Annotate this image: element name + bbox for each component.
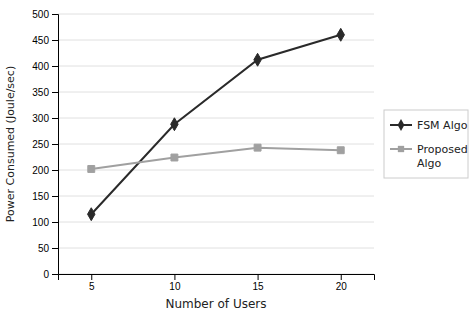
point bbox=[254, 53, 261, 66]
tick-mark bbox=[52, 274, 58, 275]
x-axis: 5 10 15 20 bbox=[59, 274, 375, 292]
y-axis: 0 50 100 150 200 250 300 350 400 450 500 bbox=[32, 9, 58, 280]
series-line bbox=[91, 148, 340, 169]
point bbox=[337, 28, 344, 41]
grid-line bbox=[58, 222, 374, 223]
point bbox=[254, 144, 261, 151]
tick: 20 bbox=[336, 274, 348, 292]
tick-mark bbox=[52, 222, 58, 223]
grid-line bbox=[58, 170, 374, 171]
tick-label: 100 bbox=[32, 217, 49, 228]
tick: 100 bbox=[32, 217, 58, 228]
legend: FSM Algo ProposedAlgo bbox=[384, 110, 468, 178]
tick-label: 250 bbox=[32, 139, 49, 150]
tick-label: 350 bbox=[32, 87, 49, 98]
chart: 5101520050100150200250300350400450500Num… bbox=[0, 0, 474, 316]
tick-label: 400 bbox=[32, 61, 49, 72]
tick-mark bbox=[52, 196, 58, 197]
point bbox=[171, 154, 178, 161]
tick-label: 10 bbox=[169, 281, 181, 292]
plot: 5101520050100150200250300350400450500 bbox=[32, 9, 374, 292]
tick-mark bbox=[52, 92, 58, 93]
legend-label: FSM Algo bbox=[417, 119, 468, 132]
marks bbox=[88, 28, 345, 220]
tick: 450 bbox=[32, 35, 58, 46]
tick-mark bbox=[341, 274, 342, 280]
legend-item: FSM Algo bbox=[390, 119, 468, 132]
tick-label: 0 bbox=[43, 269, 49, 280]
series-line bbox=[91, 35, 340, 214]
tick: 250 bbox=[32, 139, 58, 150]
legend-marker bbox=[398, 119, 405, 131]
tick-label: 150 bbox=[32, 191, 49, 202]
tick-mark bbox=[52, 66, 58, 67]
grid-line bbox=[58, 118, 374, 119]
tick: 200 bbox=[32, 165, 58, 176]
tick: 500 bbox=[32, 9, 58, 20]
point bbox=[88, 208, 95, 221]
tick: 400 bbox=[32, 61, 58, 72]
tick-mark bbox=[52, 170, 58, 171]
x-axis-title: Number of Users bbox=[165, 297, 266, 311]
grid bbox=[58, 14, 374, 274]
tick-label: 500 bbox=[32, 9, 49, 20]
tick: 0 bbox=[43, 269, 58, 280]
tick: 350 bbox=[32, 87, 58, 98]
legend-marker bbox=[398, 146, 404, 152]
tick: 15 bbox=[253, 274, 265, 292]
point bbox=[337, 147, 344, 154]
grid-line bbox=[58, 66, 374, 67]
tick: 5 bbox=[89, 274, 95, 292]
tick-label: 15 bbox=[253, 281, 265, 292]
tick: 150 bbox=[32, 191, 58, 202]
tick-mark bbox=[52, 14, 58, 15]
point bbox=[171, 118, 178, 131]
legend-box bbox=[384, 110, 468, 178]
tick-mark bbox=[91, 274, 92, 280]
grid-line bbox=[58, 196, 374, 197]
tick-label: 300 bbox=[32, 113, 49, 124]
tick-label: 5 bbox=[89, 281, 95, 292]
legend-item: ProposedAlgo bbox=[390, 143, 468, 170]
tick: 50 bbox=[38, 243, 58, 254]
tick-label: 20 bbox=[336, 281, 348, 292]
y-axis-title: Power Consumed (Joule/sec) bbox=[4, 66, 17, 222]
tick-mark bbox=[52, 248, 58, 249]
tick-mark bbox=[52, 118, 58, 119]
tick-label: 200 bbox=[32, 165, 49, 176]
tick: 10 bbox=[169, 274, 181, 292]
grid-line bbox=[58, 144, 374, 145]
point bbox=[88, 165, 95, 172]
tick-mark bbox=[174, 274, 175, 280]
tick-mark bbox=[52, 40, 58, 41]
grid-line bbox=[58, 14, 374, 15]
axis-line bbox=[52, 15, 59, 275]
tick-label: 450 bbox=[32, 35, 49, 46]
grid-line bbox=[58, 248, 374, 249]
tick-mark bbox=[258, 274, 259, 280]
tick-label: 50 bbox=[38, 243, 50, 254]
tick: 300 bbox=[32, 113, 58, 124]
legend-label: ProposedAlgo bbox=[417, 143, 468, 170]
tick-mark bbox=[52, 144, 58, 145]
axis-line bbox=[59, 275, 375, 281]
